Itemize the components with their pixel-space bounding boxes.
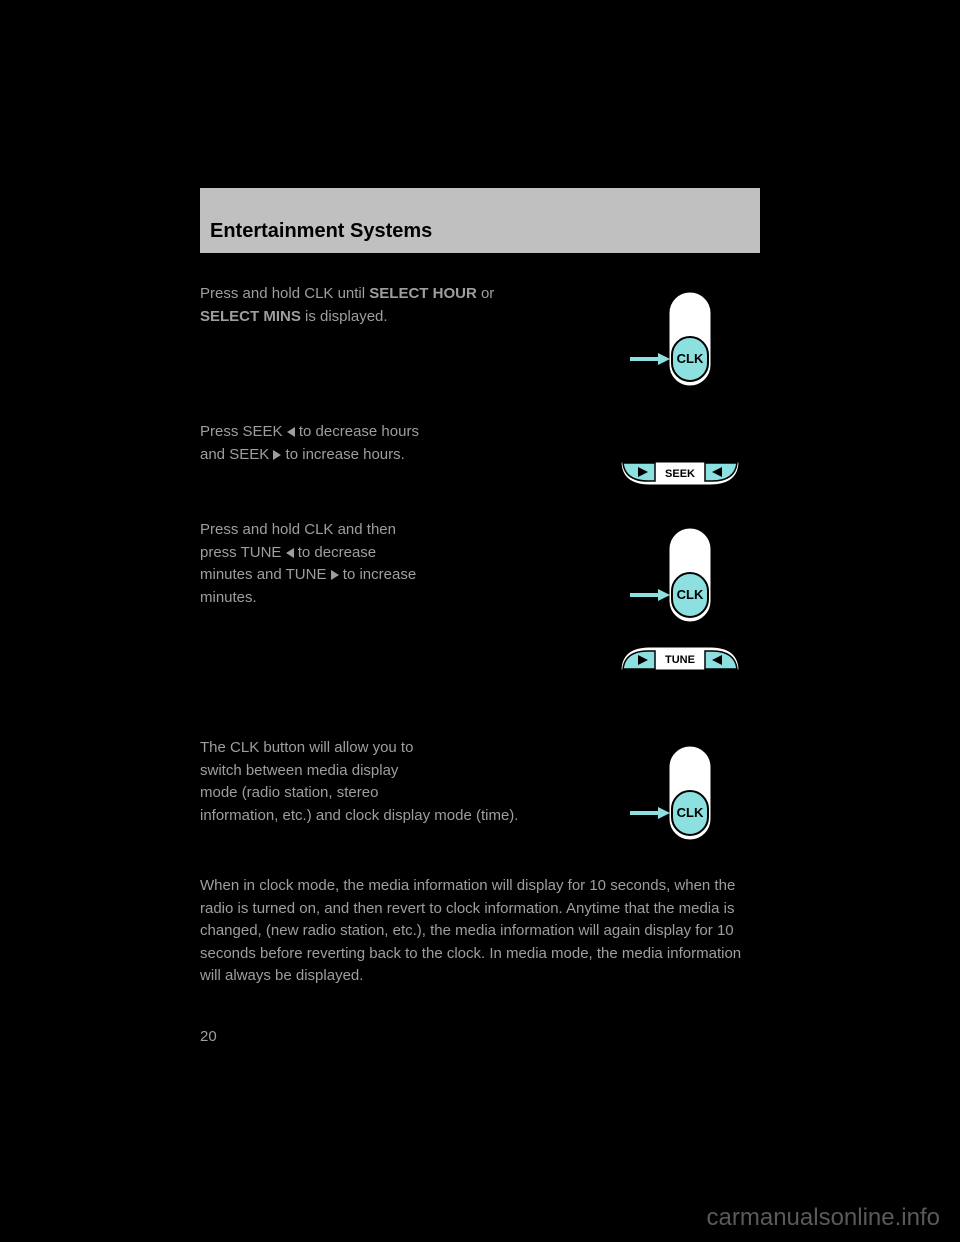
watermark: carmanualsonline.info (707, 1204, 940, 1232)
step3-line2b: to decrease (294, 544, 377, 561)
step5-line6: always be displayed. (225, 967, 363, 984)
step2-line2a: and SEEK (200, 446, 273, 463)
left-arrow-icon (287, 427, 295, 437)
instruction-step-4: The CLK button will allow you to switch … (200, 737, 760, 857)
left-arrow-icon-2 (286, 548, 294, 558)
step3-line3a: minutes and TUNE (200, 566, 331, 583)
page-number: 20 (200, 1028, 760, 1045)
instruction-text-3: Press and hold CLK and then press TUNE t… (200, 519, 600, 609)
step2-line2b: to increase hours. (281, 446, 404, 463)
instruction-text-5: When in clock mode, the media informatio… (200, 875, 760, 988)
step3-line3b: to increase (339, 566, 417, 583)
instruction-step-1: Press and hold CLK until SELECT HOUR or … (200, 283, 760, 403)
step4-line4: information, etc.) and clock display mod… (200, 807, 518, 824)
right-arrow-icon-2 (331, 570, 339, 580)
step2-line1b: to decrease hours (295, 423, 419, 440)
step1-suffix: or (477, 285, 495, 302)
header-bar: Entertainment Systems (200, 188, 760, 253)
step4-line2: switch between media display (200, 762, 398, 779)
instruction-text-1: Press and hold CLK until SELECT HOUR or … (200, 283, 600, 328)
diagram-clk-1: CLK (600, 283, 760, 403)
tune-label: TUNE (665, 654, 695, 666)
clk-label-2: CLK (677, 587, 704, 602)
step4-line1: The CLK button will allow you to (200, 739, 413, 756)
step1-prefix: Press and hold CLK until (200, 285, 369, 302)
step1-bold: SELECT HOUR (369, 285, 477, 302)
instruction-text-4: The CLK button will allow you to switch … (200, 737, 600, 827)
step1-line2-suffix: is displayed. (301, 308, 388, 325)
step3-line2a: press TUNE (200, 544, 286, 561)
instruction-text-2: Press SEEK to decrease hours and SEEK to… (200, 421, 600, 466)
step3-line1: Press and hold CLK and then (200, 521, 396, 538)
diagram-seek: SEEK (600, 421, 760, 501)
instruction-step-3: Press and hold CLK and then press TUNE t… (200, 519, 760, 719)
step1-line2-bold: SELECT MINS (200, 308, 301, 325)
clk-label: CLK (677, 351, 704, 366)
page-title: Entertainment Systems (210, 220, 750, 243)
diagram-clk-tune: CLK TUNE (600, 519, 760, 719)
step5-line1: When in clock mode, the media informatio… (200, 877, 606, 894)
seek-label: SEEK (665, 468, 695, 480)
diagram-clk-3: CLK (600, 737, 760, 857)
step2-line1a: Press SEEK (200, 423, 287, 440)
step4-line3: mode (radio station, stereo (200, 784, 378, 801)
instruction-step-5: When in clock mode, the media informatio… (200, 875, 760, 988)
clk-label-3: CLK (677, 805, 704, 820)
step3-line4: minutes. (200, 589, 257, 606)
instruction-step-2: Press SEEK to decrease hours and SEEK to… (200, 421, 760, 501)
